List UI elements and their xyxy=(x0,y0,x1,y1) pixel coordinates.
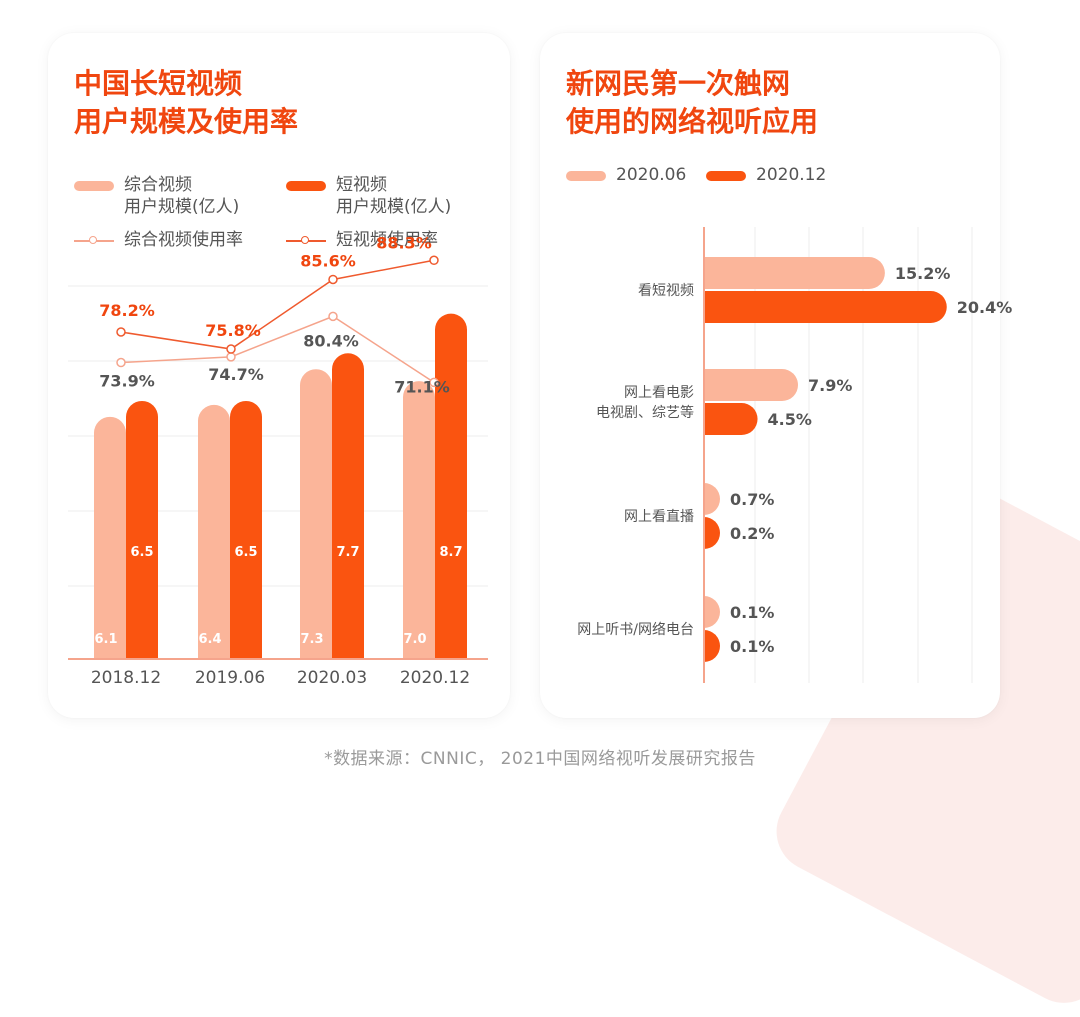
left-title-line-1: 中国长短视频 xyxy=(74,67,243,100)
hbar-2020-12-3 xyxy=(704,630,720,662)
legend-label-2020-06: 2020.06 xyxy=(616,165,687,185)
short-rate-point-2019.06 xyxy=(226,344,236,354)
legend-swatch-2020-12 xyxy=(706,171,746,181)
x-tick-2020.12: 2020.12 xyxy=(400,668,470,688)
hbar-label-2020-06-0: 15.2% xyxy=(895,264,951,283)
bar-label-short-2019.06: 6.5 xyxy=(234,545,257,560)
bar-label-short-2020.12: 8.7 xyxy=(439,545,462,560)
legend-bar-short: 短视频 用户规模(亿人) xyxy=(286,174,451,218)
video-rate-label-2020.12: 71.1% xyxy=(394,377,450,396)
short-rate-point-2020.03 xyxy=(328,274,338,285)
legend-line-marker-short xyxy=(286,235,326,247)
short-rate-label-2020.03: 85.6% xyxy=(300,251,356,270)
video-rate-line xyxy=(120,315,435,384)
hbar-label-2020-06-2: 0.7% xyxy=(730,490,774,509)
hbar-2020-06-2 xyxy=(704,483,720,515)
video-rate-label-2020.03: 80.4% xyxy=(303,331,359,350)
bar-label-video-2020.12: 7.0 xyxy=(403,632,426,647)
legend-bar-video: 综合视频 用户规模(亿人) xyxy=(74,174,239,218)
legend-label-video-2: 用户规模(亿人) xyxy=(124,197,240,217)
hbar-label-2020-12-1: 4.5% xyxy=(768,410,812,429)
video-rate-point-2020.03 xyxy=(328,311,338,322)
category-label-1: 网上看电影 xyxy=(624,385,694,401)
short-rate-point-2020.12 xyxy=(429,255,439,266)
legend-line-marker-video xyxy=(74,235,114,247)
x-tick-2020.03: 2020.03 xyxy=(297,668,367,688)
legend-label-video-1: 综合视频 xyxy=(124,175,192,195)
category-label-0: 看短视频 xyxy=(638,283,694,299)
left-title-line-2: 用户规模及使用率 xyxy=(74,105,299,138)
user-scale-card: 中国长短视频 用户规模及使用率 综合视频 用户规模(亿人) 短视频 用户规模(亿… xyxy=(48,33,510,718)
legend-swatch-short xyxy=(286,181,326,191)
left-chart-title: 中国长短视频 用户规模及使用率 xyxy=(74,65,298,141)
legend-label-short-1: 短视频 xyxy=(336,175,387,195)
bar-short-2018.12 xyxy=(126,400,158,659)
x-tick-2018.12: 2018.12 xyxy=(91,668,161,688)
hbar-2020-12-2 xyxy=(704,517,720,549)
bar-label-video-2018.12: 6.1 xyxy=(94,632,117,647)
legend-label-short-2: 用户规模(亿人) xyxy=(336,197,452,217)
legend-swatch-2020-06 xyxy=(566,171,606,181)
left-combo-chart: 6.1 6.5 2018.12 6.4 6.5 2019.06 7.3 7.7 2020.03 7… xyxy=(68,233,488,688)
legend-2020-06: 2020.06 xyxy=(566,164,686,186)
video-rate-label-2018.12: 73.9% xyxy=(99,372,155,391)
bar-video-2019.06 xyxy=(198,404,230,659)
short-rate-label-2020.12: 88.3% xyxy=(376,233,432,252)
short-rate-line xyxy=(120,259,435,350)
legend-line-short: 短视频使用率 xyxy=(286,229,438,251)
video-rate-point-2020.12 xyxy=(429,377,439,388)
video-rate-point-2018.12 xyxy=(116,357,126,368)
short-rate-label-2019.06: 75.8% xyxy=(205,321,261,340)
short-rate-point-2018.12 xyxy=(116,327,126,337)
hbar-2020-12-1 xyxy=(704,403,758,435)
bar-video-2018.12 xyxy=(94,416,126,659)
source-note: *数据来源：CNNIC， 2021中国网络视听发展研究报告 xyxy=(324,749,756,769)
bar-short-2019.06 xyxy=(230,400,262,659)
hbar-2020-12-0 xyxy=(704,291,947,323)
legend-label-2020-12: 2020.12 xyxy=(756,165,827,185)
bar-short-2020.03 xyxy=(332,353,364,659)
hbar-label-2020-06-3: 0.1% xyxy=(730,603,774,622)
bar-short-2020.12 xyxy=(435,313,467,659)
bar-label-video-2019.06: 6.4 xyxy=(198,632,221,647)
right-title-line-2: 使用的网络视听应用 xyxy=(566,105,819,138)
right-title-line-1: 新网民第一次触网 xyxy=(566,67,791,100)
legend-2020-12: 2020.12 xyxy=(706,164,826,186)
legend-label-short-rate: 短视频使用率 xyxy=(336,230,438,250)
category-label-3: 网上听书/网络电台 xyxy=(577,622,694,638)
hbar-label-2020-12-0: 20.4% xyxy=(957,298,1013,317)
hbar-label-2020-12-3: 0.1% xyxy=(730,637,774,656)
hbar-label-2020-06-1: 7.9% xyxy=(808,376,852,395)
right-chart-title: 新网民第一次触网 使用的网络视听应用 xyxy=(566,65,818,141)
hbar-2020-06-3 xyxy=(704,596,720,628)
category-label-2: 网上看直播 xyxy=(624,508,694,525)
legend-swatch-video xyxy=(74,181,114,191)
bar-label-short-2018.12: 6.5 xyxy=(130,545,153,560)
bar-label-video-2020.03: 7.3 xyxy=(300,632,323,647)
video-rate-point-2019.06 xyxy=(226,352,236,362)
hbar-label-2020-12-2: 0.2% xyxy=(730,524,774,543)
bar-video-2020.12 xyxy=(403,381,435,659)
bar-video-2020.03 xyxy=(300,369,332,659)
first-app-card: 新网民第一次触网 使用的网络视听应用 2020.06 2020.12 15.2%… xyxy=(540,33,1012,718)
legend-label-video-rate: 综合视频使用率 xyxy=(124,230,243,250)
video-rate-label-2019.06: 74.7% xyxy=(208,365,264,384)
hbar-2020-06-1 xyxy=(704,369,799,401)
legend-line-video: 综合视频使用率 xyxy=(74,229,243,251)
short-rate-label-2018.12: 78.2% xyxy=(99,301,155,320)
x-tick-2019.06: 2019.06 xyxy=(195,668,265,688)
bar-label-short-2020.03: 7.7 xyxy=(336,545,359,560)
hbar-2020-06-0 xyxy=(704,257,885,289)
category-label-1: 电视剧、综艺等 xyxy=(596,404,694,421)
